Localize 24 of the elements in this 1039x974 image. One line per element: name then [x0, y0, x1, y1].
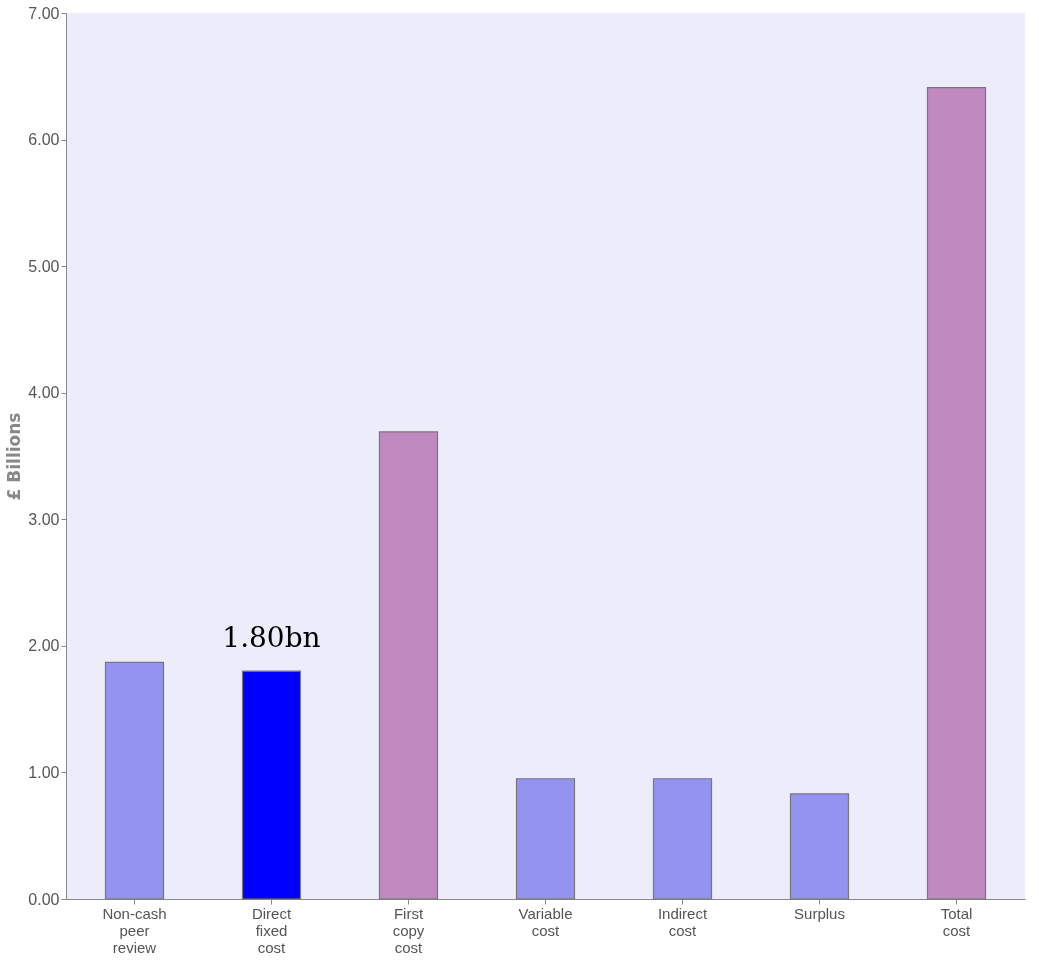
x-tick-label: Surplus [794, 904, 845, 922]
y-tick-label: 0.00 [28, 890, 60, 908]
y-tick-label: 3.00 [28, 510, 60, 528]
y-tick-label: 2.00 [28, 637, 60, 655]
y-tick-label: 4.00 [28, 384, 60, 402]
bar [515, 778, 576, 900]
x-tick-label: Indirect cost [657, 904, 708, 939]
bar [241, 670, 302, 900]
bar [789, 793, 850, 900]
bar [378, 431, 439, 900]
y-tick-label: 5.00 [28, 257, 60, 275]
bar [926, 87, 987, 900]
bar [652, 778, 713, 900]
x-tick-label: First copy cost [392, 904, 425, 956]
x-tick-label: Direct fixed cost [251, 904, 292, 956]
bar [104, 661, 165, 900]
y-axis-title: £ Billions [4, 412, 25, 501]
y-tick-label: 7.00 [28, 4, 60, 22]
data-label: 1.80bn [222, 621, 321, 655]
y-tick-label: 6.00 [28, 131, 60, 149]
y-tick-label: 1.00 [28, 763, 60, 781]
x-tick-label: Variable cost [518, 904, 573, 939]
x-tick-label: Total cost [940, 904, 973, 939]
x-tick-label: Non-cash peer review [102, 904, 167, 956]
